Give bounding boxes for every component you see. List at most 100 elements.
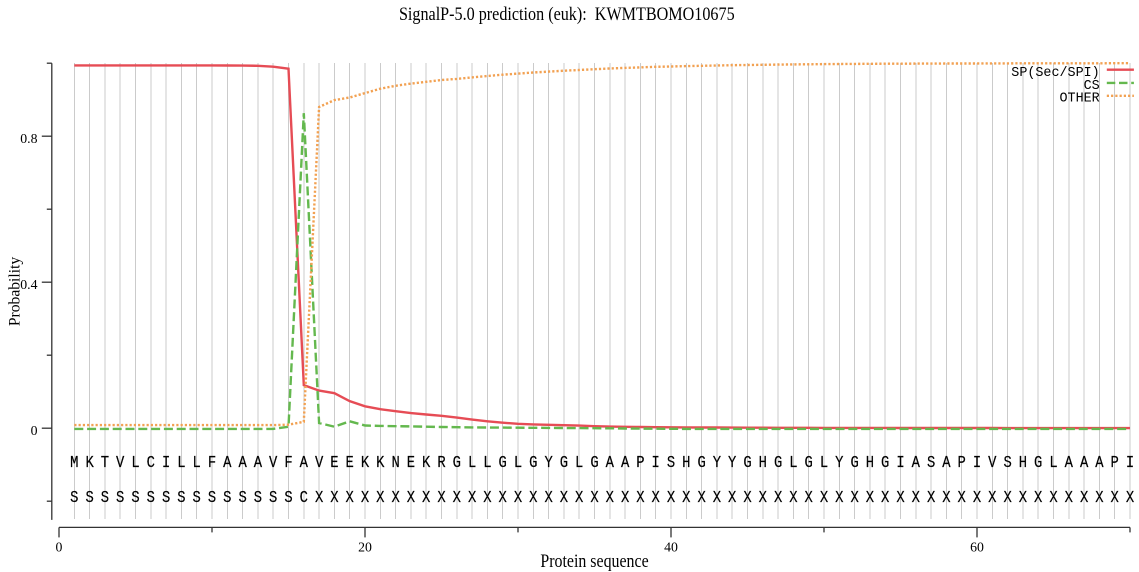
- svg-text:G: G: [805, 453, 813, 472]
- svg-text:A: A: [1095, 453, 1103, 472]
- svg-text:V: V: [988, 453, 996, 472]
- svg-text:S: S: [162, 488, 170, 507]
- svg-text:R: R: [437, 453, 445, 472]
- svg-text:S: S: [667, 453, 675, 472]
- svg-text:X: X: [1049, 488, 1057, 507]
- svg-text:L: L: [193, 453, 201, 472]
- svg-text:F: F: [284, 453, 292, 472]
- svg-text:S: S: [254, 488, 262, 507]
- svg-text:X: X: [529, 488, 537, 507]
- svg-text:I: I: [652, 453, 660, 472]
- svg-text:L: L: [131, 453, 139, 472]
- svg-text:OTHER: OTHER: [1060, 91, 1100, 106]
- svg-text:0: 0: [56, 539, 63, 554]
- svg-text:G: G: [499, 453, 507, 472]
- svg-text:X: X: [973, 488, 981, 507]
- svg-text:X: X: [835, 488, 843, 507]
- svg-text:20: 20: [358, 539, 372, 554]
- svg-text:X: X: [315, 488, 323, 507]
- svg-text:H: H: [759, 453, 767, 472]
- svg-text:G: G: [590, 453, 598, 472]
- svg-text:X: X: [866, 488, 874, 507]
- svg-text:X: X: [958, 488, 966, 507]
- svg-text:SignalP-5.0 prediction (euk):: SignalP-5.0 prediction (euk): KWMTBOMO10…: [399, 4, 735, 25]
- svg-text:E: E: [346, 453, 354, 472]
- svg-text:S: S: [101, 488, 109, 507]
- svg-text:G: G: [697, 453, 705, 472]
- svg-text:X: X: [437, 488, 445, 507]
- svg-text:G: G: [743, 453, 751, 472]
- svg-text:X: X: [881, 488, 889, 507]
- svg-text:G: G: [1034, 453, 1042, 472]
- svg-text:X: X: [514, 488, 522, 507]
- svg-text:X: X: [560, 488, 568, 507]
- svg-text:Y: Y: [835, 453, 843, 472]
- svg-text:Probability: Probability: [6, 257, 23, 327]
- svg-text:T: T: [101, 453, 109, 472]
- svg-text:A: A: [238, 453, 246, 472]
- svg-text:X: X: [499, 488, 507, 507]
- svg-text:0: 0: [31, 423, 38, 438]
- svg-text:X: X: [468, 488, 476, 507]
- svg-text:X: X: [1034, 488, 1042, 507]
- svg-text:A: A: [223, 453, 231, 472]
- svg-text:S: S: [116, 488, 124, 507]
- svg-text:SP(Sec/SPI): SP(Sec/SPI): [1011, 66, 1099, 81]
- svg-text:S: S: [147, 488, 155, 507]
- svg-text:A: A: [300, 453, 308, 472]
- svg-text:A: A: [606, 453, 614, 472]
- svg-text:I: I: [1126, 453, 1134, 472]
- svg-text:X: X: [361, 488, 369, 507]
- svg-text:P: P: [636, 453, 644, 472]
- svg-text:P: P: [958, 453, 966, 472]
- svg-text:G: G: [560, 453, 568, 472]
- svg-text:H: H: [866, 453, 874, 472]
- svg-text:X: X: [713, 488, 721, 507]
- svg-text:L: L: [789, 453, 797, 472]
- svg-text:X: X: [376, 488, 384, 507]
- svg-text:A: A: [1080, 453, 1088, 472]
- svg-text:X: X: [330, 488, 338, 507]
- svg-text:L: L: [1049, 453, 1057, 472]
- svg-text:X: X: [636, 488, 644, 507]
- svg-text:X: X: [942, 488, 950, 507]
- svg-text:S: S: [1003, 453, 1011, 472]
- svg-text:Y: Y: [728, 453, 736, 472]
- svg-text:G: G: [881, 453, 889, 472]
- svg-text:X: X: [805, 488, 813, 507]
- svg-text:X: X: [682, 488, 690, 507]
- svg-text:L: L: [177, 453, 185, 472]
- svg-text:X: X: [927, 488, 935, 507]
- svg-text:E: E: [407, 453, 415, 472]
- svg-text:X: X: [1095, 488, 1103, 507]
- svg-text:X: X: [697, 488, 705, 507]
- svg-text:60: 60: [970, 539, 984, 554]
- svg-text:X: X: [544, 488, 552, 507]
- svg-text:X: X: [667, 488, 675, 507]
- svg-text:H: H: [1019, 453, 1027, 472]
- svg-text:X: X: [759, 488, 767, 507]
- svg-text:Y: Y: [544, 453, 552, 472]
- svg-text:A: A: [942, 453, 950, 472]
- svg-text:X: X: [912, 488, 920, 507]
- svg-text:S: S: [70, 488, 78, 507]
- svg-text:X: X: [896, 488, 904, 507]
- svg-text:M: M: [70, 453, 78, 472]
- svg-text:X: X: [453, 488, 461, 507]
- svg-text:V: V: [269, 453, 277, 472]
- svg-text:S: S: [269, 488, 277, 507]
- svg-text:S: S: [131, 488, 139, 507]
- svg-text:X: X: [743, 488, 751, 507]
- svg-text:L: L: [575, 453, 583, 472]
- svg-text:A: A: [1065, 453, 1073, 472]
- svg-text:S: S: [177, 488, 185, 507]
- svg-text:A: A: [621, 453, 629, 472]
- svg-text:X: X: [1080, 488, 1088, 507]
- svg-text:K: K: [85, 453, 93, 472]
- svg-text:X: X: [1019, 488, 1027, 507]
- svg-text:X: X: [346, 488, 354, 507]
- svg-text:X: X: [422, 488, 430, 507]
- svg-text:X: X: [850, 488, 858, 507]
- svg-text:40: 40: [664, 539, 678, 554]
- svg-text:L: L: [820, 453, 828, 472]
